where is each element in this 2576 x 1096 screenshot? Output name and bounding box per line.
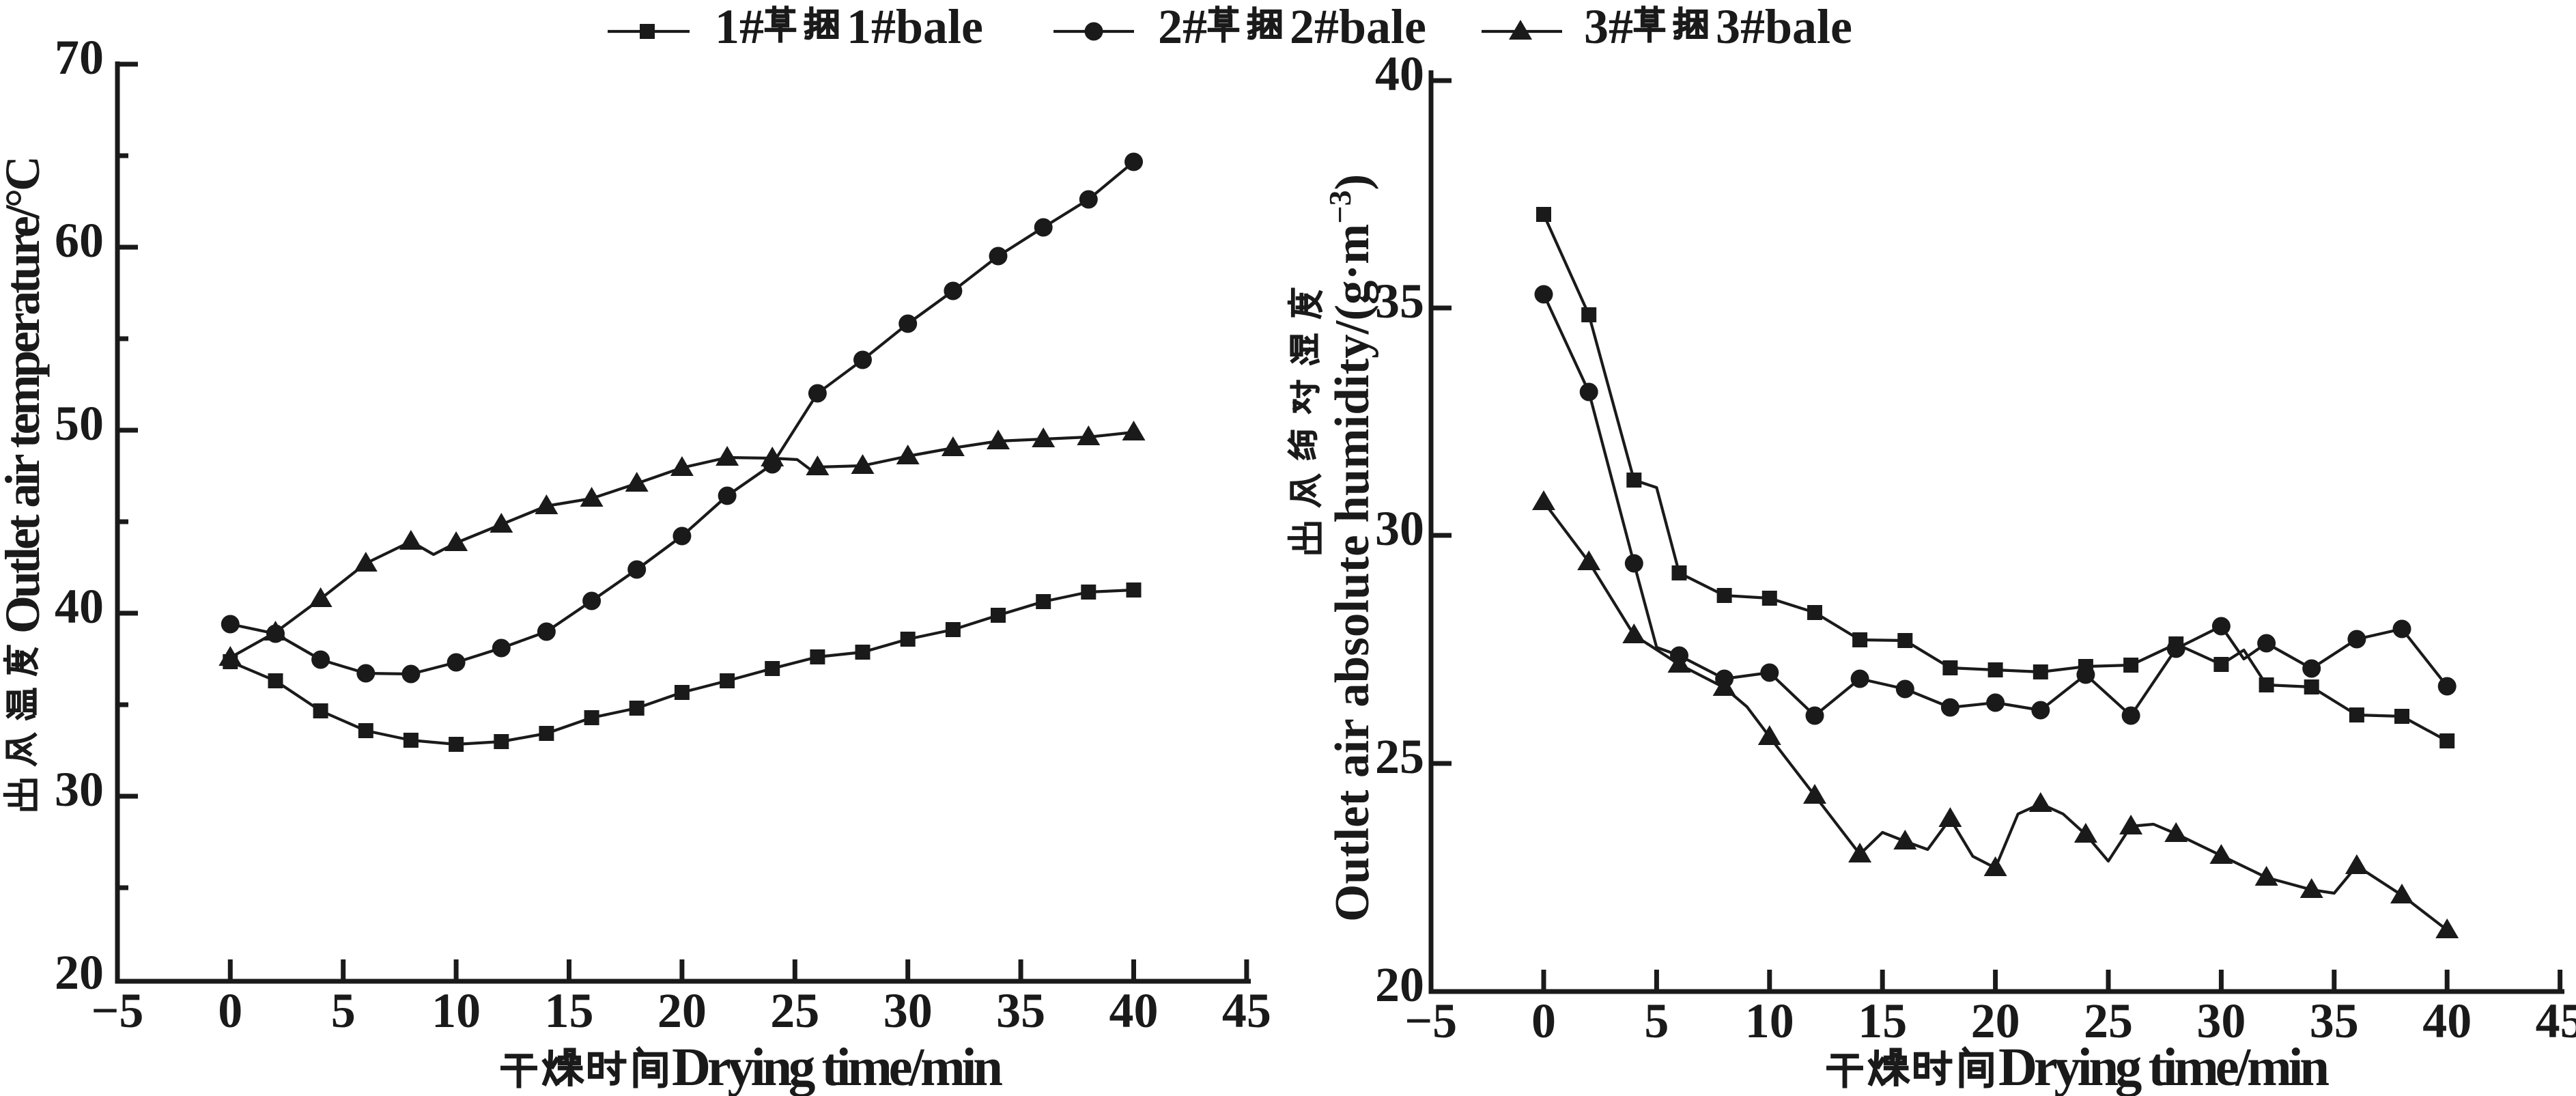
svg-text:5: 5 xyxy=(1644,994,1669,1048)
svg-text:0: 0 xyxy=(1531,994,1556,1048)
svg-text:2#: 2# xyxy=(1158,0,1207,54)
svg-text:30: 30 xyxy=(1375,501,1424,556)
svg-text:Drying time/min: Drying time/min xyxy=(672,1038,1003,1096)
svg-text:35: 35 xyxy=(2310,994,2359,1048)
svg-text:35: 35 xyxy=(1375,274,1424,328)
svg-text:10: 10 xyxy=(431,983,481,1038)
svg-text:50: 50 xyxy=(55,396,104,451)
svg-text:2#bale: 2#bale xyxy=(1290,0,1426,54)
svg-text:25: 25 xyxy=(2084,994,2133,1048)
svg-text:Drying time/min: Drying time/min xyxy=(1998,1038,2330,1096)
svg-text:30: 30 xyxy=(55,762,104,817)
svg-text:3#: 3# xyxy=(1584,0,1633,54)
svg-text:15: 15 xyxy=(545,983,594,1038)
svg-text:20: 20 xyxy=(657,983,707,1038)
svg-text:−5: −5 xyxy=(91,983,143,1038)
svg-text:60: 60 xyxy=(55,213,104,268)
svg-text:25: 25 xyxy=(770,983,819,1038)
svg-text:30: 30 xyxy=(883,983,933,1038)
svg-text:45: 45 xyxy=(1222,983,1271,1038)
svg-text:25: 25 xyxy=(1375,729,1424,784)
svg-text:70: 70 xyxy=(55,30,104,85)
svg-text:1#bale: 1#bale xyxy=(847,0,983,54)
svg-text:40: 40 xyxy=(1109,983,1159,1038)
svg-text:15: 15 xyxy=(1858,994,1907,1048)
svg-text:−5: −5 xyxy=(1404,994,1457,1048)
svg-text:20: 20 xyxy=(1375,957,1424,1012)
svg-text:Outlet air absolute humidity/(: Outlet air absolute humidity/(g·m−3) xyxy=(1322,174,1379,922)
svg-text:20: 20 xyxy=(1971,994,2020,1048)
svg-text:45: 45 xyxy=(2536,994,2576,1048)
svg-text:1#: 1# xyxy=(715,0,764,54)
svg-text:40: 40 xyxy=(1375,46,1424,101)
svg-text:10: 10 xyxy=(1745,994,1794,1048)
svg-text:30: 30 xyxy=(2196,994,2246,1048)
svg-text:40: 40 xyxy=(55,579,104,634)
svg-text:3#bale: 3#bale xyxy=(1716,0,1852,54)
svg-text:Outlet air temperature/°C: Outlet air temperature/°C xyxy=(0,156,50,634)
svg-text:40: 40 xyxy=(2422,994,2472,1048)
svg-text:5: 5 xyxy=(331,983,356,1038)
svg-text:0: 0 xyxy=(218,983,242,1038)
svg-text:20: 20 xyxy=(55,945,104,1000)
svg-text:35: 35 xyxy=(996,983,1045,1038)
